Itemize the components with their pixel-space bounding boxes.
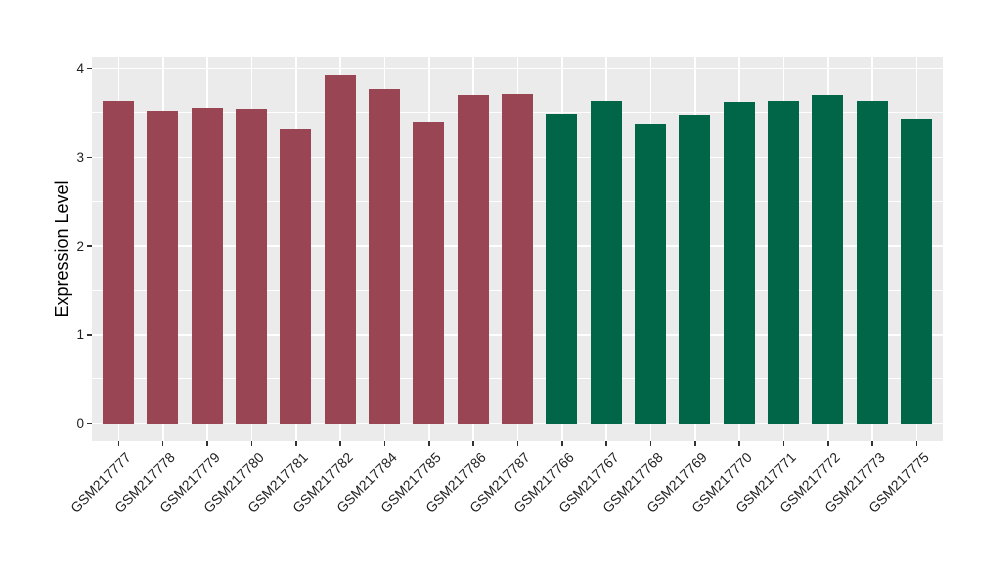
x-tick-mark [428,441,430,446]
y-tick-mark [87,156,92,158]
y-tick-label: 2 [76,238,84,254]
x-tick-mark [649,441,652,446]
y-tick-label: 3 [76,149,84,165]
x-tick-mark [295,441,297,446]
x-tick-mark [516,441,519,446]
y-tick-mark [87,245,92,247]
bar-GSM217772 [812,95,844,424]
x-tick-mark [339,441,341,446]
x-tick-mark [871,441,873,446]
x-tick-mark [206,441,208,446]
bar-GSM217771 [768,101,800,424]
bar-GSM217777 [102,101,134,424]
horizontal-major-gridline [92,67,943,70]
x-tick-mark [694,441,696,446]
bar-GSM217780 [235,109,267,424]
bar-GSM217778 [147,111,179,424]
bar-GSM217769 [679,114,711,424]
bar-GSM217775 [901,119,933,424]
bar-GSM217785 [413,121,445,424]
y-tick-mark [87,334,92,336]
y-tick-mark [87,67,92,70]
bar-GSM217782 [324,74,356,424]
x-tick-mark [782,441,785,446]
x-tick-mark [738,441,740,446]
x-tick-mark [117,441,120,446]
horizontal-major-gridline [92,422,943,425]
bar-GSM217767 [590,101,622,424]
bar-GSM217779 [191,107,223,424]
y-tick-mark [87,422,92,425]
bar-GSM217766 [546,113,578,424]
x-tick-mark [915,441,918,446]
y-tick-label: 4 [76,61,84,76]
bar-GSM217784 [368,88,400,424]
plot-panel [92,57,943,441]
bar-GSM217786 [457,95,489,424]
x-tick-mark [827,441,829,446]
bar-GSM217773 [856,101,888,424]
bar-GSM217781 [280,128,312,424]
x-tick-mark [162,441,164,446]
x-tick-mark [472,441,474,446]
y-tick-label: 1 [76,327,84,343]
x-tick-mark [605,441,607,446]
x-tick-mark [250,441,253,446]
bar-GSM217787 [502,94,533,424]
y-tick-label: 0 [76,416,84,431]
x-tick-mark [561,441,563,446]
bar-GSM217768 [635,124,666,424]
x-tick-mark [383,441,386,446]
bar-GSM217770 [723,102,755,424]
